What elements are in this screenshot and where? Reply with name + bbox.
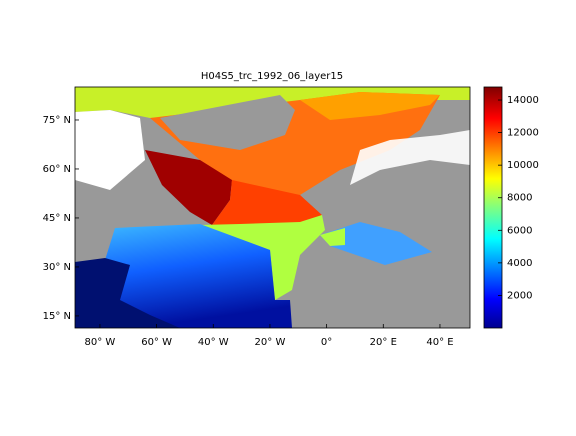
y-tick-label: 30° N: [43, 262, 71, 273]
ocean-mid: [212, 180, 322, 225]
x-tick-label: 60° W: [141, 337, 172, 348]
no-data: [75, 110, 145, 190]
no-data-europe: [350, 130, 470, 185]
x-tick-label: 0°: [321, 337, 332, 348]
mediterranean: [320, 222, 432, 265]
colorbar-tick-label: 10000: [507, 160, 539, 171]
x-tick-label: 40° W: [198, 337, 229, 348]
y-tick-label: 15° N: [43, 311, 71, 322]
x-tick-label: 80° W: [85, 337, 116, 348]
greenland: [160, 95, 295, 150]
y-tick-label: 60° N: [43, 164, 71, 175]
map-title: H04S5_trc_1992_06_layer15: [201, 71, 343, 82]
ocean-labrador: [145, 150, 232, 225]
colorbar-tick-label: 14000: [507, 95, 539, 106]
ocean-caribbean: [75, 258, 180, 328]
map-frame: [74, 86, 471, 329]
colorbar-tick-label: 2000: [507, 290, 532, 301]
x-tick-label: 20° E: [370, 337, 397, 348]
colorbar-tick-label: 12000: [507, 128, 539, 139]
map-field: [75, 87, 470, 328]
ocean-tropic: [75, 224, 292, 328]
ocean-north-east: [300, 92, 440, 120]
mediterranean-west: [320, 228, 345, 246]
x-tick-label: 40° E: [426, 337, 453, 348]
colorbar: [483, 86, 503, 329]
colorbar-tick-label: 4000: [507, 258, 532, 269]
colorbar-tick-label: 6000: [507, 225, 532, 236]
x-tick-label: 20° W: [255, 337, 286, 348]
y-tick-label: 75° N: [43, 115, 71, 126]
ocean-subtropic: [200, 215, 325, 300]
y-tick-label: 45° N: [43, 213, 71, 224]
colorbar-tick-label: 8000: [507, 193, 532, 204]
